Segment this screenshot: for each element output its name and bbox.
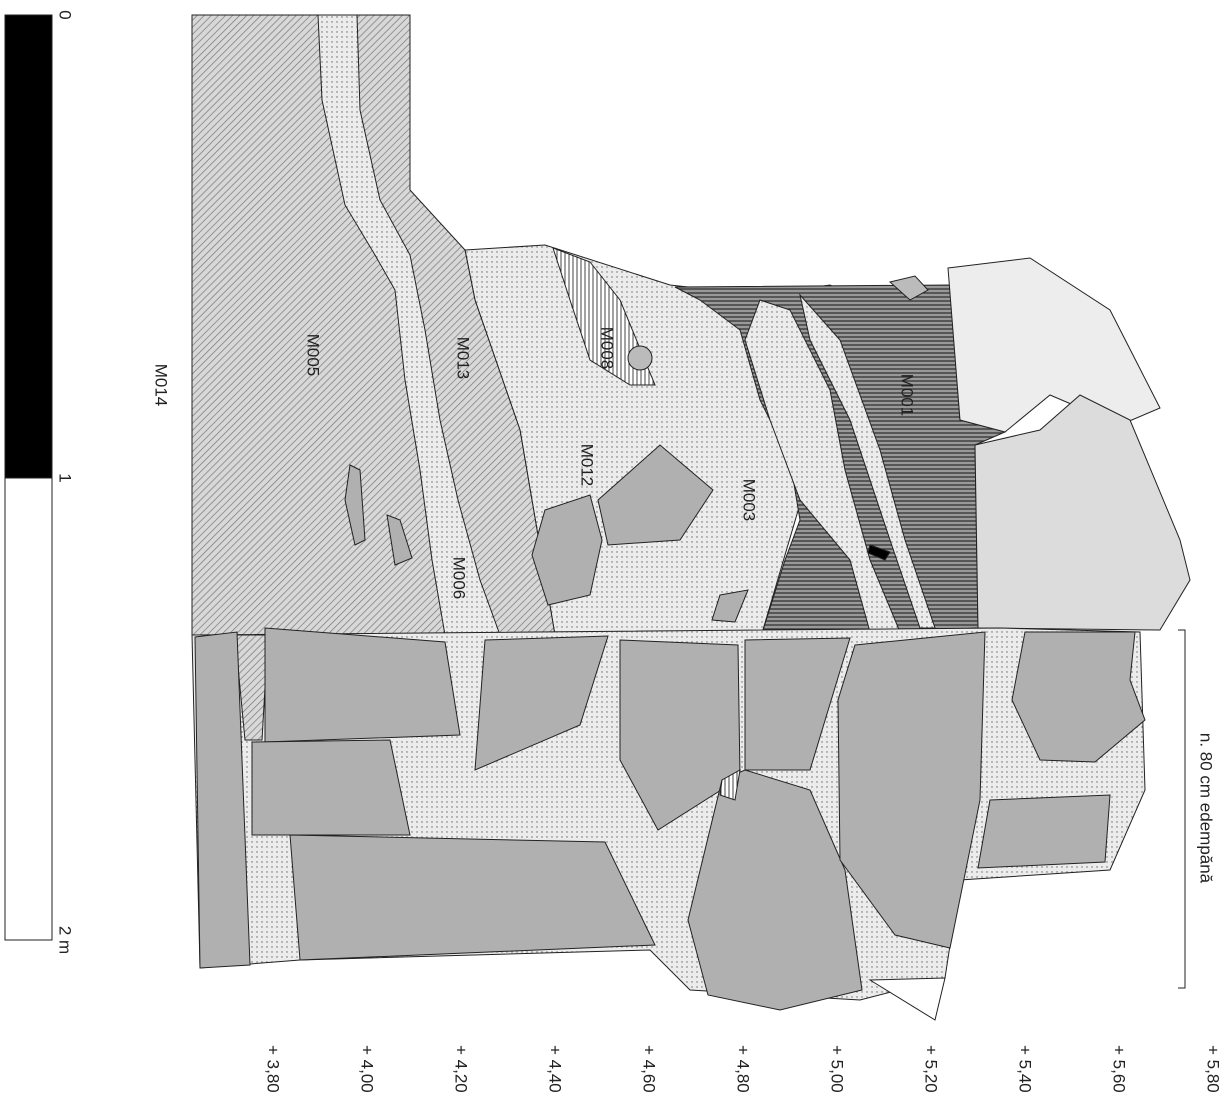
layer-m005-lower (234, 634, 269, 741)
elevation-labels: + 3,80 + 4,00 + 4,20 + 4,40 + 4,60 + 4,80 + 5,… (264, 1045, 1223, 1093)
stone (1011, 631, 1146, 763)
scale-black (4, 14, 53, 479)
scale-label: 1 (56, 473, 75, 482)
stone (711, 589, 749, 623)
stone (344, 464, 366, 546)
layer-label: M005 (304, 334, 323, 377)
scale-label: 0 (56, 10, 75, 19)
layer-label: M006 (450, 557, 469, 600)
stone (888, 275, 929, 301)
elevation-label: + 5,20 (922, 1045, 941, 1093)
stone (386, 514, 413, 566)
stone (474, 635, 609, 771)
layer-label: M003 (740, 479, 759, 522)
stone (264, 627, 461, 743)
dark-inclusion (867, 544, 891, 561)
elevation-label: + 4,20 (452, 1045, 471, 1093)
stone (977, 794, 1111, 869)
stone (744, 637, 851, 771)
void (868, 977, 946, 1021)
note: n. 80 cm edempănă (1197, 733, 1216, 884)
bracket (1178, 629, 1186, 989)
elevation-label: + 4,00 (358, 1045, 377, 1093)
stone (194, 631, 251, 969)
scale-white (4, 477, 53, 941)
stone (947, 257, 1161, 433)
layer-label: M008 (598, 327, 617, 370)
scale-label: 2 m (56, 926, 75, 954)
layer-label: M012 (578, 444, 597, 487)
elevation-label: + 4,40 (546, 1045, 565, 1093)
elevation-label: + 4,60 (640, 1045, 659, 1093)
elevation-label: + 5,60 (1110, 1045, 1129, 1093)
stone (837, 631, 986, 949)
layer-label: M013 (454, 337, 473, 380)
stone (531, 494, 603, 606)
elevation-label: + 4,80 (734, 1045, 753, 1093)
layer-m003-lens (799, 293, 936, 629)
stone (289, 834, 656, 961)
elevation-label: + 5,40 (1016, 1045, 1035, 1093)
layer-m008-lower (719, 769, 741, 801)
stone (619, 639, 741, 831)
elevation-label: + 5,00 (828, 1045, 847, 1093)
elevation-label: + 3,80 (264, 1045, 283, 1093)
stone (627, 345, 653, 371)
stone (687, 769, 863, 1011)
stone (597, 444, 714, 546)
layer-m008 (552, 247, 656, 386)
elevation-label: + 5,80 (1204, 1045, 1223, 1093)
layer-label: M001 (898, 374, 917, 417)
stone (251, 739, 411, 836)
layer-label: M014 (152, 364, 171, 407)
